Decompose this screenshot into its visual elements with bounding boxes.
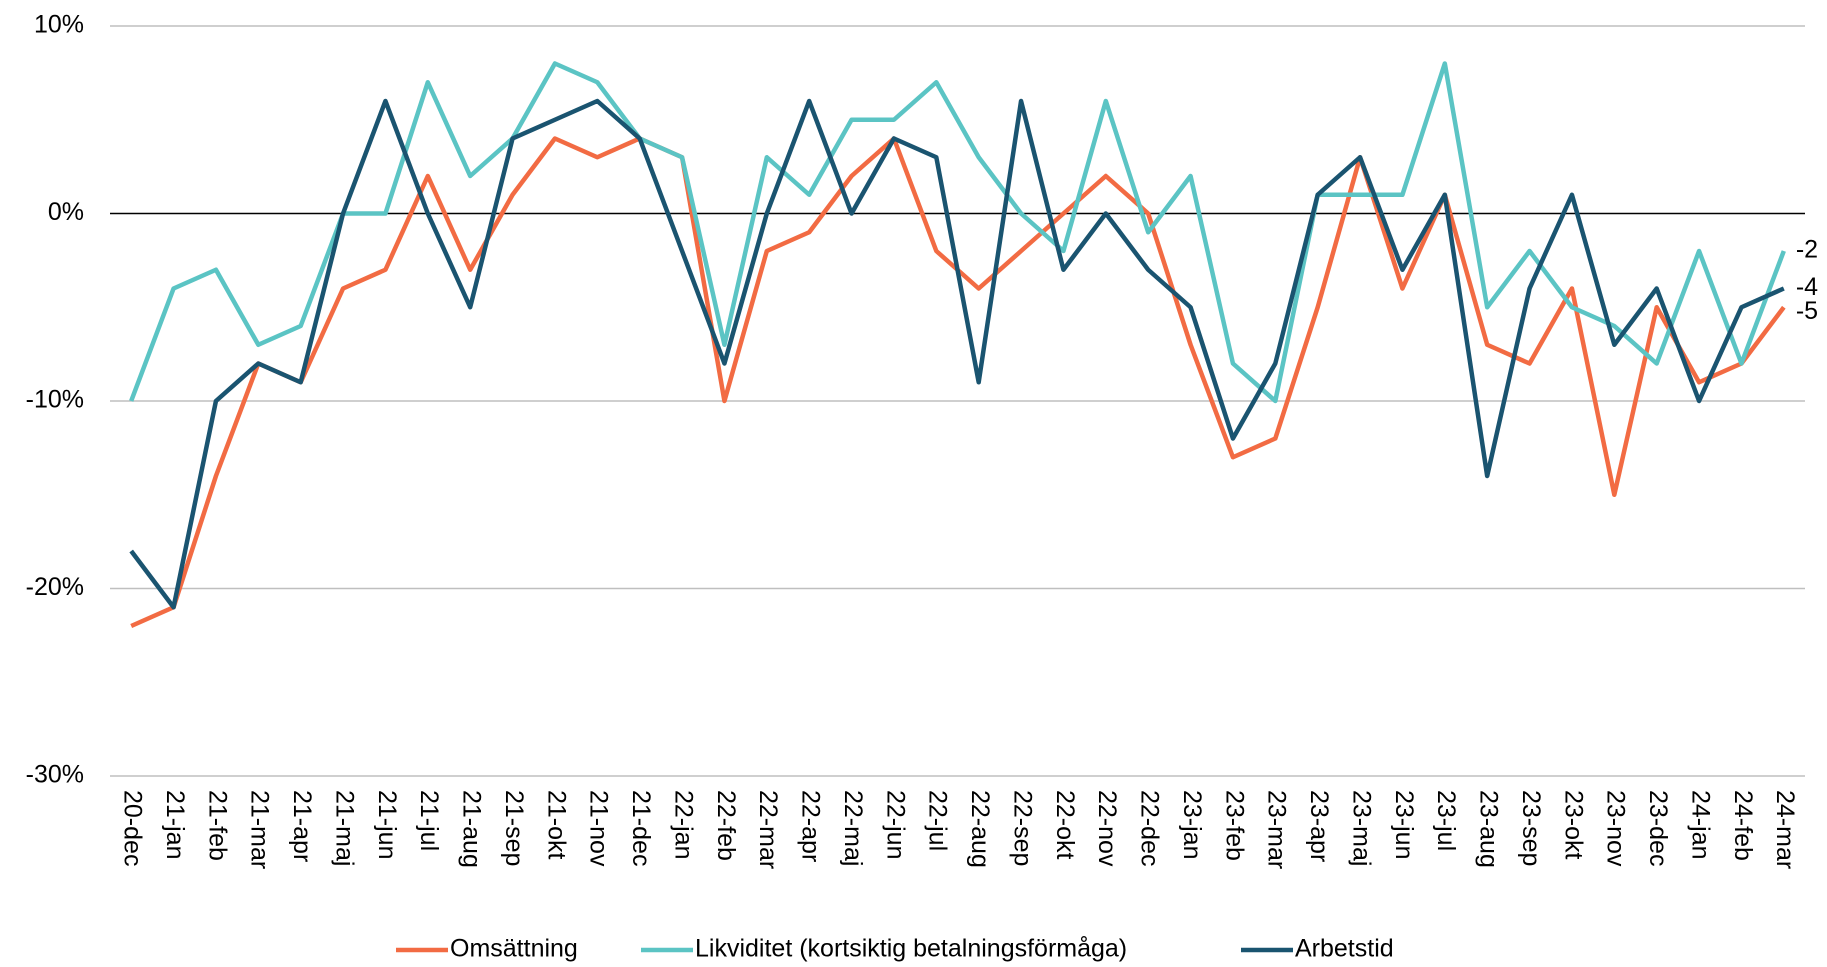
- x-tick-label: 22-okt: [1051, 790, 1079, 860]
- x-tick-label: 22-nov: [1093, 790, 1121, 867]
- x-tick-label: 21-okt: [542, 790, 570, 860]
- x-tick-label: 23-okt: [1559, 790, 1587, 860]
- x-tick-label: 22-feb: [712, 790, 740, 861]
- x-tick-label: 22-dec: [1136, 790, 1164, 866]
- x-tick-label: 21-jul: [415, 790, 443, 851]
- data-label: -5: [1796, 297, 1818, 325]
- legend-label: Likviditet (kortsiktig betalningsförmåga…: [695, 935, 1127, 963]
- x-tick-label: 21-apr: [288, 790, 316, 862]
- x-tick-label: 21-jun: [373, 790, 401, 860]
- x-tick-label: 22-apr: [797, 790, 825, 862]
- x-tick-label: 22-jul: [924, 790, 952, 851]
- x-tick-label: 22-mar: [754, 790, 782, 869]
- x-tick-label: 21-mar: [246, 790, 274, 869]
- x-tick-label: 22-aug: [966, 790, 994, 868]
- x-tick-label: 22-jan: [669, 790, 697, 860]
- x-tick-label: 21-sep: [500, 790, 528, 866]
- x-tick-label: 22-sep: [1008, 790, 1036, 866]
- x-tick-label: 23-aug: [1475, 790, 1503, 868]
- x-tick-label: 24-mar: [1771, 790, 1799, 869]
- data-label: -4: [1796, 273, 1818, 301]
- x-tick-label: 21-nov: [585, 790, 613, 867]
- x-tick-label: 23-maj: [1347, 790, 1375, 866]
- x-tick-label: 21-feb: [203, 790, 231, 861]
- data-label: -2: [1796, 236, 1818, 264]
- x-tick-label: 21-jan: [161, 790, 189, 860]
- x-tick-label: 23-jun: [1390, 790, 1418, 860]
- y-tick-label: -20%: [26, 573, 84, 601]
- x-tick-label: 23-feb: [1220, 790, 1248, 861]
- x-tick-label: 20-dec: [119, 790, 147, 866]
- x-tick-label: 21-aug: [458, 790, 486, 868]
- x-tick-label: 23-sep: [1517, 790, 1545, 866]
- x-tick-label: 22-maj: [839, 790, 867, 866]
- x-tick-label: 23-apr: [1305, 790, 1333, 862]
- legend-label: Omsättning: [450, 935, 578, 963]
- y-tick-label: 10%: [34, 11, 84, 39]
- x-tick-label: 23-jan: [1178, 790, 1206, 860]
- x-tick-label: 23-nov: [1602, 790, 1630, 867]
- series-line: [129, 98, 1785, 610]
- y-tick-label: 0%: [48, 198, 84, 226]
- x-tick-label: 23-jul: [1432, 790, 1460, 851]
- legend-label: Arbetstid: [1295, 935, 1394, 963]
- x-tick-label: 24-jan: [1686, 790, 1714, 860]
- y-tick-label: -10%: [26, 386, 84, 414]
- x-tick-label: 21-maj: [330, 790, 358, 866]
- x-tick-label: 22-jun: [881, 790, 909, 860]
- y-tick-label: -30%: [26, 761, 84, 789]
- series-line: [129, 61, 1786, 404]
- x-tick-label: 23-mar: [1263, 790, 1291, 869]
- x-tick-label: 23-dec: [1644, 790, 1672, 866]
- x-tick-label: 24-feb: [1729, 790, 1757, 861]
- x-tick-label: 21-dec: [627, 790, 655, 866]
